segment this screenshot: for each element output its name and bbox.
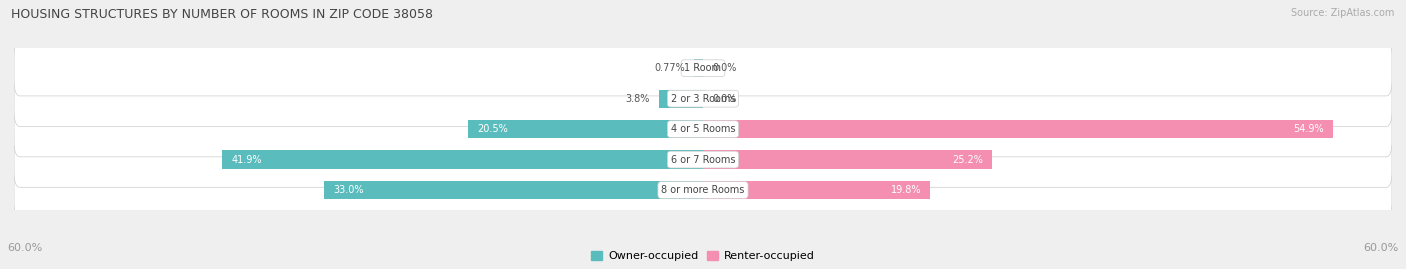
FancyBboxPatch shape [14, 71, 1392, 126]
Text: 25.2%: 25.2% [952, 155, 983, 165]
Bar [468, 120, 703, 138]
Text: 20.5%: 20.5% [477, 124, 508, 134]
Bar [222, 150, 703, 169]
Text: 0.77%: 0.77% [654, 63, 685, 73]
Text: HOUSING STRUCTURES BY NUMBER OF ROOMS IN ZIP CODE 38058: HOUSING STRUCTURES BY NUMBER OF ROOMS IN… [11, 8, 433, 21]
Bar [695, 59, 703, 77]
Bar [703, 120, 1333, 138]
Text: 60.0%: 60.0% [7, 243, 42, 253]
Text: 4 or 5 Rooms: 4 or 5 Rooms [671, 124, 735, 134]
FancyBboxPatch shape [14, 162, 1392, 218]
FancyBboxPatch shape [14, 101, 1392, 157]
Text: 0.0%: 0.0% [713, 63, 737, 73]
Bar [323, 181, 703, 199]
Text: 41.9%: 41.9% [231, 155, 262, 165]
Text: 8 or more Rooms: 8 or more Rooms [661, 185, 745, 195]
Text: 60.0%: 60.0% [1364, 243, 1399, 253]
Legend: Owner-occupied, Renter-occupied: Owner-occupied, Renter-occupied [586, 246, 820, 266]
Text: Source: ZipAtlas.com: Source: ZipAtlas.com [1291, 8, 1395, 18]
Bar [703, 150, 993, 169]
Text: 33.0%: 33.0% [333, 185, 364, 195]
Bar [703, 181, 931, 199]
Text: 54.9%: 54.9% [1294, 124, 1324, 134]
Text: 6 or 7 Rooms: 6 or 7 Rooms [671, 155, 735, 165]
Text: 19.8%: 19.8% [890, 185, 921, 195]
Text: 0.0%: 0.0% [713, 94, 737, 104]
FancyBboxPatch shape [14, 41, 1392, 96]
Bar [659, 90, 703, 108]
Text: 3.8%: 3.8% [626, 94, 650, 104]
FancyBboxPatch shape [14, 132, 1392, 187]
Text: 1 Room: 1 Room [685, 63, 721, 73]
Text: 2 or 3 Rooms: 2 or 3 Rooms [671, 94, 735, 104]
